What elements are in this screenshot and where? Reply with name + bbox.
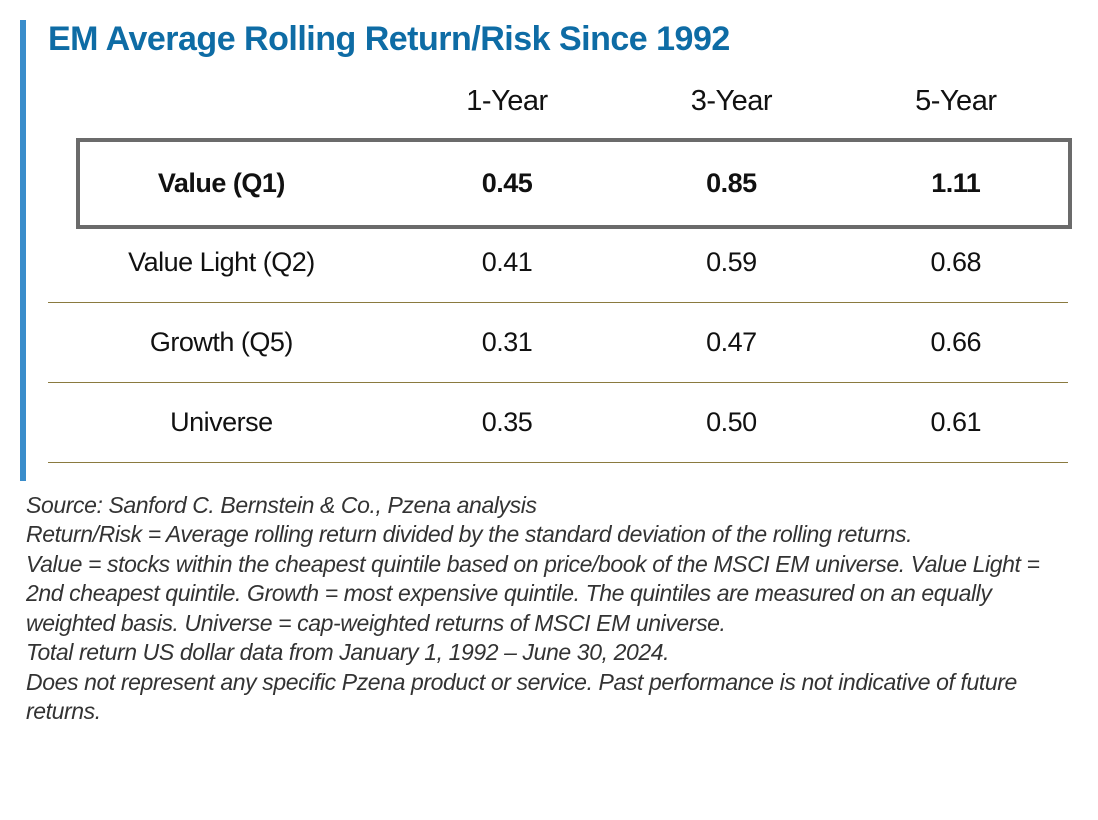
table-row: Value (Q1) 0.45 0.85 1.11 (48, 144, 1068, 223)
cell-1year: 0.45 (395, 144, 619, 223)
cell-3year: 0.47 (619, 303, 843, 383)
return-risk-table: 1-Year 3-Year 5-Year Value (Q1) 0.45 0.8… (48, 65, 1068, 463)
cell-1year: 0.35 (395, 383, 619, 463)
row-label: Value (Q1) (48, 144, 395, 223)
table-block: 1-Year 3-Year 5-Year Value (Q1) 0.45 0.8… (20, 65, 1068, 481)
table-row: Value Light (Q2) 0.41 0.59 0.68 (48, 223, 1068, 303)
cell-5year: 0.61 (844, 383, 1068, 463)
row-label: Value Light (Q2) (48, 223, 395, 303)
cell-3year: 0.59 (619, 223, 843, 303)
footnote-line: Return/Risk = Average rolling return div… (26, 520, 1068, 549)
cell-5year: 0.66 (844, 303, 1068, 383)
cell-5year: 0.68 (844, 223, 1068, 303)
col-header-label (48, 65, 395, 144)
cell-1year: 0.31 (395, 303, 619, 383)
cell-3year: 0.85 (619, 144, 843, 223)
row-label-text: Value (Q1) (158, 168, 285, 198)
footnote-line: Value = stocks within the cheapest quint… (26, 550, 1068, 638)
figure-container: EM Average Rolling Return/Risk Since 199… (20, 20, 1068, 727)
footnote-line: Total return US dollar data from January… (26, 638, 1068, 667)
cell-5year: 1.11 (844, 144, 1068, 223)
col-header-3year: 3-Year (619, 65, 843, 144)
row-label: Universe (48, 383, 395, 463)
footnotes: Source: Sanford C. Bernstein & Co., Pzen… (20, 481, 1068, 727)
table-header-row: 1-Year 3-Year 5-Year (48, 65, 1068, 144)
col-header-5year: 5-Year (844, 65, 1068, 144)
cell-1year: 0.41 (395, 223, 619, 303)
footnote-line: Source: Sanford C. Bernstein & Co., Pzen… (26, 491, 1068, 520)
page-title: EM Average Rolling Return/Risk Since 199… (48, 20, 1068, 59)
table-row: Growth (Q5) 0.31 0.47 0.66 (48, 303, 1068, 383)
footnote-line: Does not represent any specific Pzena pr… (26, 668, 1068, 727)
cell-3year: 0.50 (619, 383, 843, 463)
title-block: EM Average Rolling Return/Risk Since 199… (20, 20, 1068, 65)
row-label: Growth (Q5) (48, 303, 395, 383)
table-row: Universe 0.35 0.50 0.61 (48, 383, 1068, 463)
col-header-1year: 1-Year (395, 65, 619, 144)
